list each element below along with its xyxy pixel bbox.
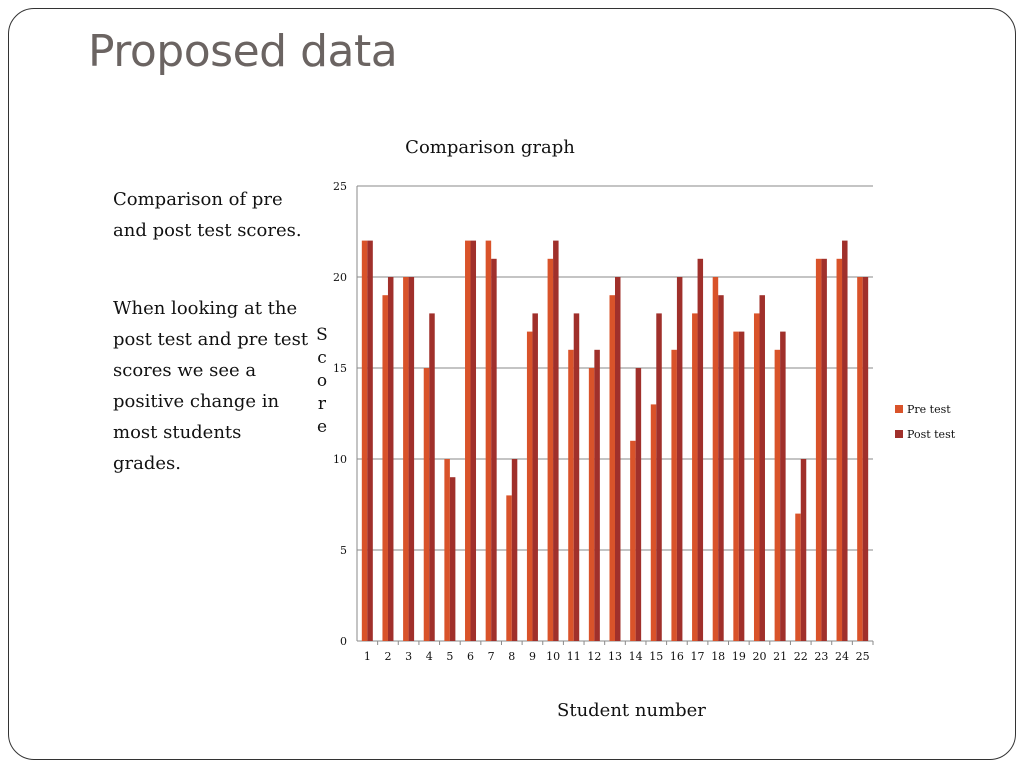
bar-post-test [553, 240, 559, 641]
bar-post-test [511, 459, 518, 641]
summary-paragraph: When looking at the post test and pre te… [113, 298, 309, 474]
x-tick-label: 8 [508, 650, 515, 663]
x-tick-label: 9 [529, 650, 536, 663]
legend-swatch-pre-test [895, 405, 903, 413]
bar-post-test [780, 331, 786, 641]
x-tick-label: 6 [467, 650, 474, 663]
x-tick-label: 19 [732, 650, 746, 663]
bar-post-test [387, 277, 394, 641]
bar-pre-test [526, 331, 533, 641]
y-tick-label: 5 [340, 544, 347, 557]
bar-post-test [408, 277, 415, 641]
bar-post-test [491, 258, 497, 641]
bar-pre-test [671, 349, 677, 641]
x-tick-label: 23 [814, 650, 828, 663]
bar-pre-test [609, 295, 615, 641]
x-tick-label: 25 [856, 650, 870, 663]
bar-post-test [573, 313, 580, 641]
x-tick-label: 16 [670, 650, 684, 663]
x-axis-label: Student number [557, 700, 706, 721]
bar-pre-test [485, 240, 492, 641]
x-tick-label: 24 [835, 650, 849, 663]
bar-post-test [429, 313, 435, 641]
x-tick-label: 17 [691, 650, 705, 663]
y-tick-label: 25 [333, 180, 347, 193]
bar-pre-test [568, 349, 574, 641]
bar-pre-test [650, 404, 657, 641]
x-tick-label: 7 [488, 650, 495, 663]
x-tick-label: 11 [567, 650, 581, 663]
y-axis-label-letter: S [316, 325, 328, 345]
y-tick-label: 20 [333, 271, 347, 284]
bar-post-test [367, 240, 373, 641]
bar-pre-test [506, 495, 512, 641]
y-axis-label-letter: r [318, 394, 327, 414]
intro-paragraph: Comparison of pre and post test scores. [113, 189, 302, 241]
bar-post-test [800, 459, 807, 641]
slide-title: Proposed data [88, 26, 398, 77]
bar-post-test [594, 349, 600, 641]
bar-pre-test [465, 240, 471, 641]
bar-pre-test [836, 258, 843, 641]
bar-pre-test [423, 368, 430, 641]
bar-pre-test [588, 368, 595, 641]
y-tick-label: 15 [333, 362, 347, 375]
x-tick-label: 3 [405, 650, 412, 663]
bar-pre-test [857, 277, 863, 641]
x-tick-label: 5 [446, 650, 453, 663]
bar-pre-test [444, 459, 450, 641]
bar-pre-test [547, 258, 554, 641]
y-tick-label: 10 [333, 453, 347, 466]
bar-pre-test [382, 295, 388, 641]
legend-swatch-post-test [895, 430, 903, 438]
bar-post-test [718, 295, 724, 641]
bar-post-test [697, 258, 704, 641]
bar-pre-test [403, 277, 409, 641]
bar-post-test [862, 277, 869, 641]
x-tick-label: 2 [384, 650, 391, 663]
chart-title: Comparison graph [405, 137, 575, 158]
bar-post-test [635, 368, 642, 641]
bar-pre-test [630, 440, 636, 641]
bar-pre-test [815, 258, 822, 641]
x-tick-label: 1 [364, 650, 371, 663]
x-tick-label: 15 [649, 650, 663, 663]
x-tick-label: 4 [426, 650, 433, 663]
y-axis-label-letter: o [317, 371, 327, 391]
x-tick-label: 20 [752, 650, 766, 663]
x-tick-label: 18 [711, 650, 725, 663]
x-tick-label: 22 [794, 650, 808, 663]
y-tick-label: 0 [340, 635, 347, 648]
bar-post-test [676, 277, 683, 641]
x-tick-label: 10 [546, 650, 560, 663]
y-axis-label-letter: c [317, 348, 327, 368]
bar-pre-test [795, 513, 801, 641]
bar-post-test [759, 295, 765, 641]
bar-pre-test [712, 277, 719, 641]
bar-post-test [842, 240, 848, 641]
y-axis-label-letter: e [317, 417, 327, 437]
x-tick-label: 21 [773, 650, 787, 663]
bar-pre-test [692, 313, 698, 641]
bar-post-test [470, 240, 477, 641]
bar-post-test [656, 313, 662, 641]
legend-label-pre-test: Pre test [907, 403, 951, 416]
legend-label-post-test: Post test [907, 428, 956, 441]
bar-post-test [738, 331, 745, 641]
x-tick-label: 12 [587, 650, 601, 663]
bar-pre-test [361, 240, 368, 641]
bar-pre-test [753, 313, 760, 641]
bar-post-test [532, 313, 538, 641]
bar-post-test [615, 277, 621, 641]
bar-post-test [821, 258, 827, 641]
bar-pre-test [774, 349, 781, 641]
bar-pre-test [733, 331, 739, 641]
x-tick-label: 14 [629, 650, 643, 663]
x-tick-label: 13 [608, 650, 622, 663]
bar-post-test [449, 477, 456, 641]
